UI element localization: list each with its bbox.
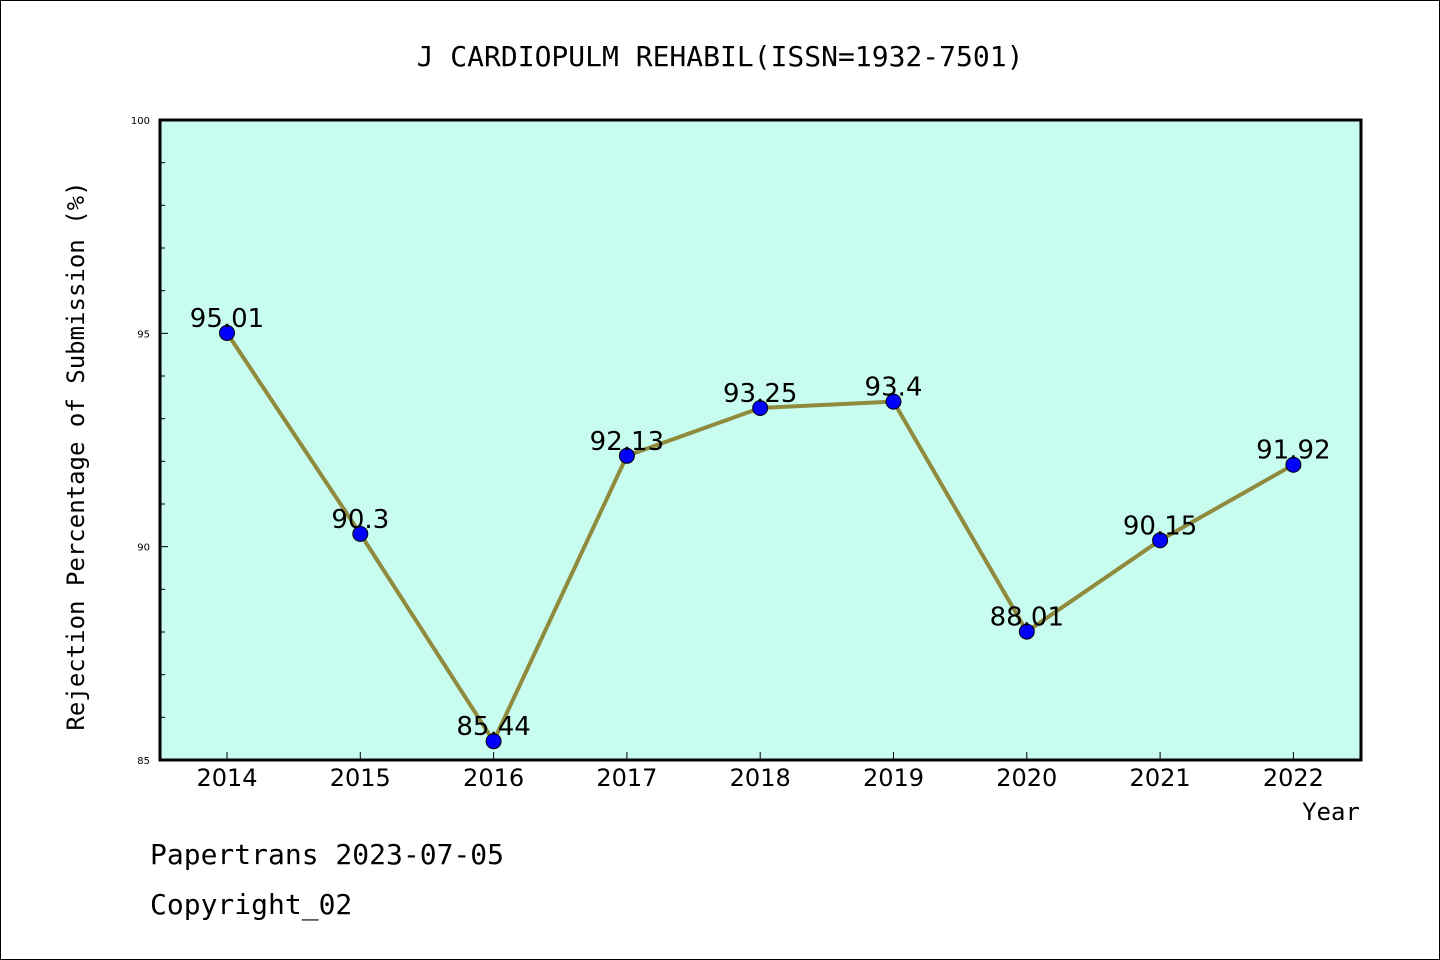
y-tick-label: 90 bbox=[137, 543, 150, 554]
y-tick-label: 100 bbox=[131, 116, 150, 127]
plot-border bbox=[158, 118, 1363, 762]
data-label: 92.13 bbox=[590, 427, 664, 457]
data-point bbox=[885, 393, 902, 410]
x-tick-label: 2018 bbox=[730, 764, 791, 792]
x-tick-label: 2017 bbox=[596, 764, 657, 792]
data-point bbox=[1018, 623, 1035, 640]
data-point bbox=[485, 733, 502, 750]
data-label: 85.44 bbox=[456, 712, 530, 742]
data-labels: 95.01 90.3 85.44 92.13 93.25 93.4 88.01 90.15 91… bbox=[190, 304, 1331, 742]
x-tick-label: 2020 bbox=[996, 764, 1057, 792]
chart-title: J CARDIOPULM REHABIL(ISSN=1932-7501) bbox=[417, 40, 1024, 73]
y-tick-label: 85 bbox=[137, 756, 150, 767]
data-point bbox=[618, 447, 635, 464]
data-label: 91.92 bbox=[1256, 436, 1330, 466]
data-label: 93.25 bbox=[723, 379, 797, 409]
data-point bbox=[752, 400, 769, 416]
x-tick-label: 2015 bbox=[330, 764, 391, 792]
plot-area bbox=[160, 120, 1361, 760]
y-tick-label: 95 bbox=[137, 329, 150, 340]
x-tick-label: 2016 bbox=[463, 764, 524, 792]
data-point bbox=[352, 525, 369, 542]
footer-copyright: Copyright_02 bbox=[150, 888, 352, 922]
y-axis-label: Rejection Percentage of Submission (%) bbox=[62, 181, 90, 730]
footer-date: Papertrans 2023-07-05 bbox=[150, 838, 504, 871]
x-axis-label: Year bbox=[1302, 798, 1360, 826]
data-point bbox=[1285, 456, 1302, 473]
data-label: 95.01 bbox=[190, 304, 264, 334]
x-tick-label: 2019 bbox=[863, 764, 924, 792]
data-label: 88.01 bbox=[990, 603, 1064, 633]
x-tick-label: 2021 bbox=[1130, 764, 1191, 792]
data-label: 90.3 bbox=[331, 505, 389, 535]
x-axis: 2014 2015 2016 2017 2018 2019 2020 2021 2022 bbox=[196, 752, 1324, 792]
data-point bbox=[219, 324, 235, 341]
data-markers bbox=[219, 324, 1302, 750]
data-label: 90.15 bbox=[1123, 511, 1197, 541]
data-point bbox=[1152, 532, 1169, 549]
x-tick-label: 2014 bbox=[196, 764, 257, 792]
data-label: 93.4 bbox=[865, 373, 923, 403]
x-tick-label: 2022 bbox=[1263, 764, 1324, 792]
